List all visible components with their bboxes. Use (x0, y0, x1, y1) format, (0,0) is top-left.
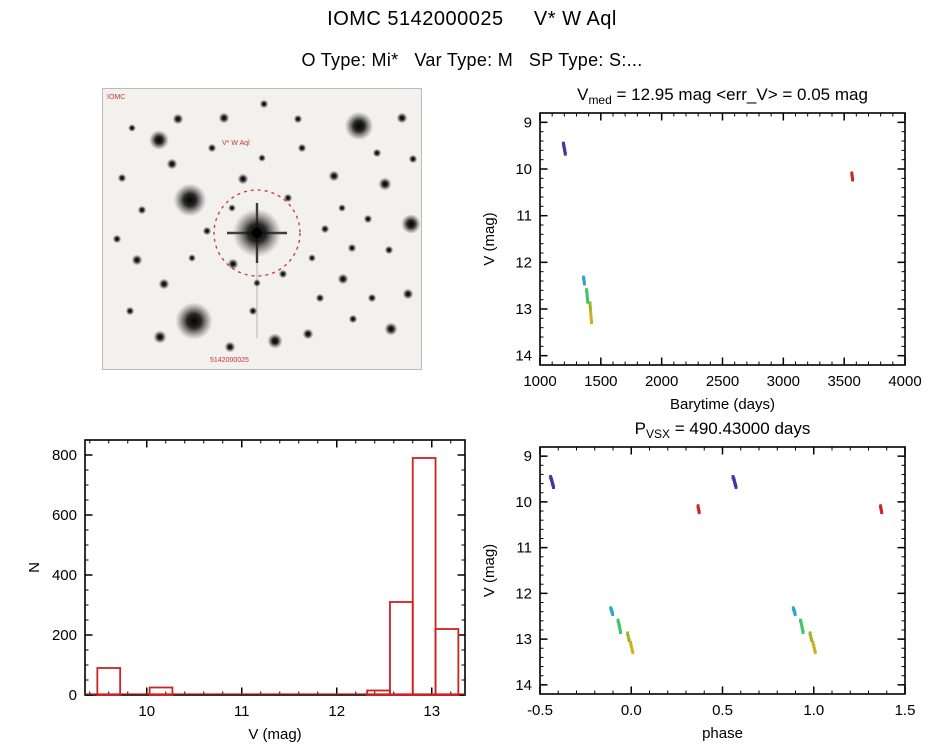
page-subtitle: O Type: Mi* Var Type: M SP Type: S:... (301, 50, 643, 70)
lightcurve-plot: 1000 1500 2000 2500 3000 3500 4000 9 10 11 12 13 14 B… (460, 85, 944, 415)
svg-text:1000: 1000 (523, 373, 556, 390)
svg-text:0.5: 0.5 (712, 702, 733, 719)
phase-canvas: -0.5 0.0 0.5 1.0 1.5 9 10 11 12 13 14 phase V (mag) P… (481, 419, 916, 742)
svg-text:14: 14 (515, 348, 532, 365)
svg-text:1500: 1500 (584, 373, 617, 390)
svg-text:13: 13 (515, 301, 532, 318)
lightcurve-canvas: 1000 1500 2000 2500 3000 3500 4000 9 10 11 12 13 14 B… (481, 85, 922, 413)
finding-chart: IOMC V* W Aql 5142000025 (102, 88, 422, 370)
svg-text:11: 11 (516, 208, 532, 225)
svg-text:9: 9 (524, 114, 532, 131)
svg-text:200: 200 (52, 627, 77, 644)
svg-text:10: 10 (515, 494, 532, 511)
histogram-plot: 10 11 12 13 0 200 400 600 800 V (mag) N (20, 418, 490, 748)
svg-text:N: N (26, 562, 43, 573)
svg-text:3500: 3500 (827, 373, 860, 390)
histogram-canvas: 10 11 12 13 0 200 400 600 800 V (mag) N (26, 439, 466, 743)
svg-text:phase: phase (702, 725, 743, 742)
svg-text:0.0: 0.0 (621, 702, 642, 719)
finding-chart-image: IOMC V* W Aql 5142000025 (102, 88, 422, 370)
svg-text:0: 0 (69, 687, 77, 704)
svg-text:600: 600 (52, 507, 77, 524)
svg-text:Barytime (days): Barytime (days) (670, 396, 775, 413)
svg-text:9: 9 (524, 448, 532, 465)
svg-text:12: 12 (515, 585, 532, 602)
svg-text:3000: 3000 (767, 373, 800, 390)
svg-text:800: 800 (52, 447, 77, 464)
phase-folded-plot: -0.5 0.0 0.5 1.0 1.5 9 10 11 12 13 14 phase V (mag) P… (460, 417, 944, 747)
svg-text:11: 11 (234, 703, 250, 720)
svg-text:V* W Aql: V* W Aql (222, 140, 250, 147)
svg-text:2500: 2500 (706, 373, 739, 390)
svg-text:10: 10 (138, 703, 155, 720)
svg-text:13: 13 (515, 631, 532, 648)
svg-text:14: 14 (515, 677, 532, 694)
svg-text:11: 11 (516, 540, 532, 557)
svg-text:V (mag): V (mag) (248, 726, 301, 743)
svg-text:PVSX = 490.43000 days: PVSX = 490.43000 days (635, 419, 811, 441)
svg-text:1.0: 1.0 (803, 702, 824, 719)
svg-text:10: 10 (515, 161, 532, 178)
svg-text:400: 400 (52, 567, 77, 584)
svg-text:V (mag): V (mag) (481, 544, 498, 597)
svg-text:13: 13 (423, 703, 440, 720)
svg-text:1.5: 1.5 (895, 702, 916, 719)
svg-text:12: 12 (515, 254, 532, 271)
svg-text:4000: 4000 (888, 373, 921, 390)
svg-text:V (mag): V (mag) (481, 212, 498, 265)
svg-text:Vmed = 12.95 mag <err_V> = 0.0: Vmed = 12.95 mag <err_V> = 0.05 mag (577, 85, 868, 107)
page-title: IOMC 5142000025 V* W Aql (327, 8, 617, 30)
svg-text:IOMC: IOMC (107, 94, 125, 101)
svg-text:-0.5: -0.5 (527, 702, 553, 719)
svg-text:12: 12 (328, 703, 345, 720)
svg-text:2000: 2000 (645, 373, 678, 390)
svg-text:5142000025: 5142000025 (210, 357, 249, 364)
